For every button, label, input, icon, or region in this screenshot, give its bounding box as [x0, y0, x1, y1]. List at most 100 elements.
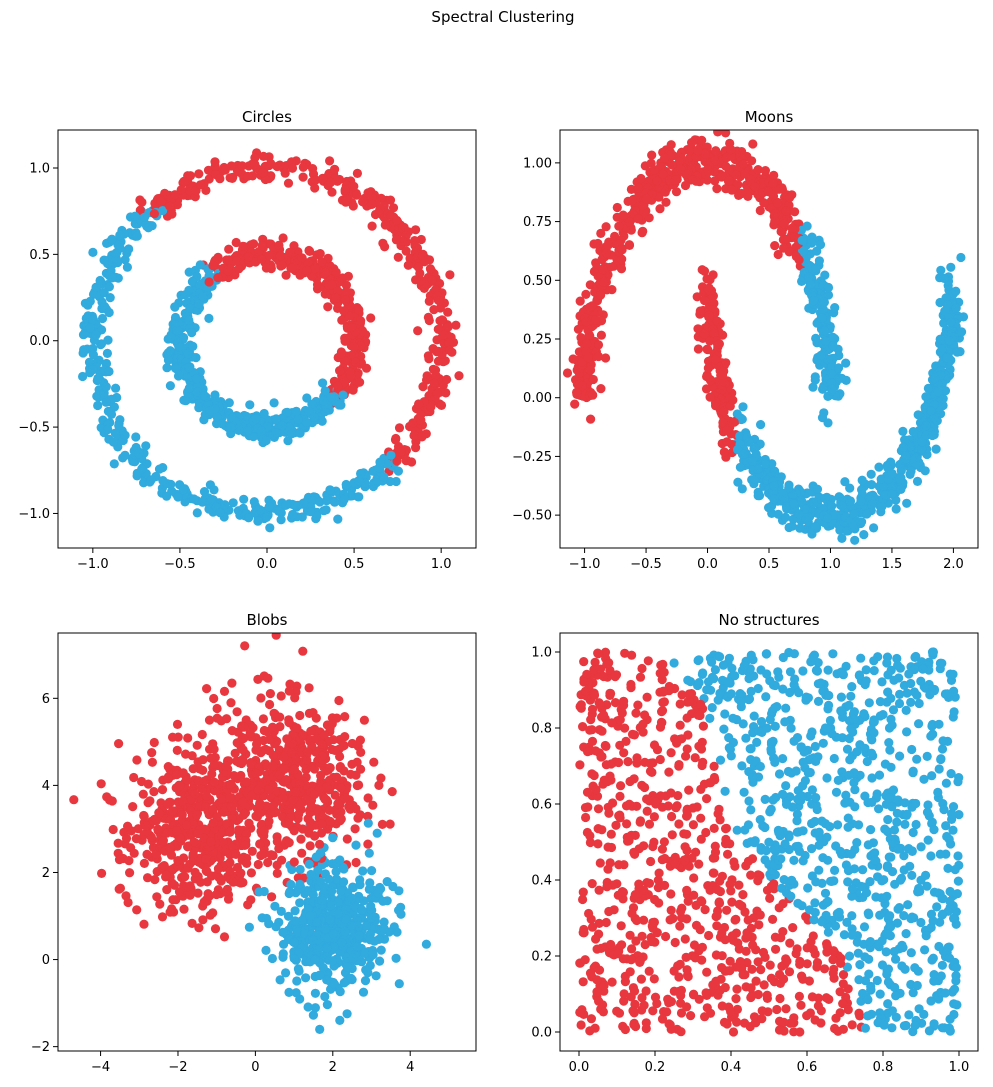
scatter-point-cluster-0 [770, 209, 780, 219]
scatter-point-cluster-0 [284, 838, 294, 848]
scatter-point-cluster-0 [176, 185, 186, 195]
scatter-point-cluster-1 [293, 414, 303, 425]
scatter-point-cluster-1 [104, 366, 114, 377]
scatter-point-cluster-0 [305, 841, 315, 851]
scatter-point-cluster-0 [588, 390, 598, 400]
scatter-point-cluster-1 [862, 509, 872, 519]
scatter-point-cluster-0 [204, 715, 215, 725]
scatter-point-cluster-1 [171, 363, 181, 374]
scatter-point-cluster-1 [97, 313, 108, 324]
scatter-point-cluster-0 [317, 739, 327, 749]
scatter-point-cluster-0 [644, 966, 654, 976]
y-tick-label: 1.0 [29, 162, 50, 177]
scatter-point-cluster-1 [305, 911, 315, 921]
y-tick-label: 4 [42, 779, 50, 794]
scatter-point-cluster-0 [439, 330, 449, 340]
scatter-point-cluster-1 [780, 839, 790, 849]
scatter-point-cluster-1 [85, 323, 95, 333]
scatter-point-cluster-0 [145, 796, 155, 806]
scatter-point-cluster-1 [837, 501, 847, 511]
scatter-point-cluster-0 [447, 347, 457, 357]
scatter-point-cluster-1 [271, 415, 281, 425]
scatter-point-cluster-0 [336, 349, 346, 359]
scatter-point-cluster-0 [250, 159, 260, 170]
scatter-point-cluster-0 [296, 834, 306, 844]
scatter-point-cluster-0 [640, 782, 650, 793]
scatter-point-cluster-0 [259, 826, 269, 836]
scatter-point-cluster-1 [320, 991, 330, 1002]
scatter-point-cluster-1 [174, 342, 184, 352]
scatter-point-cluster-1 [856, 496, 866, 506]
scatter-point-cluster-1 [394, 886, 404, 896]
scatter-point-cluster-1 [382, 877, 392, 887]
scatter-point-cluster-1 [104, 307, 114, 318]
scatter-point-cluster-0 [311, 175, 321, 185]
scatter-point-cluster-0 [190, 789, 200, 799]
scatter-point-cluster-0 [142, 849, 152, 860]
scatter-point-cluster-1 [817, 313, 827, 323]
scatter-point-cluster-0 [225, 827, 235, 837]
scatter-point-cluster-0 [733, 180, 743, 190]
scatter-point-cluster-0 [722, 425, 732, 435]
scatter-point-cluster-0 [649, 165, 660, 175]
scatter-point-cluster-0 [341, 280, 351, 290]
scatter-point-cluster-1 [812, 484, 823, 494]
scatter-point-cluster-0 [149, 787, 159, 797]
scatter-point-cluster-0 [250, 153, 260, 163]
scatter-point-cluster-0 [704, 310, 714, 320]
scatter-point-cluster-1 [88, 364, 98, 375]
scatter-point-cluster-1 [310, 988, 320, 998]
scatter-point-cluster-1 [336, 886, 346, 896]
y-tick-label: 6 [42, 692, 50, 707]
scatter-point-cluster-0 [204, 277, 214, 287]
scatter-point-cluster-0 [591, 315, 601, 325]
scatter-point-cluster-1 [132, 231, 142, 241]
scatter-point-cluster-1 [363, 818, 373, 828]
scatter-point-cluster-0 [710, 354, 721, 365]
scatter-point-cluster-0 [232, 707, 242, 717]
scatter-point-cluster-0 [363, 839, 373, 849]
scatter-point-cluster-0 [385, 819, 395, 829]
scatter-point-cluster-1 [828, 332, 838, 342]
scatter-point-cluster-0 [325, 816, 335, 827]
scatter-point-cluster-0 [702, 370, 712, 380]
scatter-point-cluster-0 [691, 176, 701, 186]
scatter-point-cluster-0 [425, 264, 435, 274]
scatter-point-cluster-1 [762, 669, 772, 679]
scatter-point-cluster-0 [282, 734, 292, 744]
scatter-point-cluster-1 [310, 955, 320, 965]
scatter-point-cluster-1 [315, 876, 325, 887]
scatter-point-cluster-0 [193, 888, 203, 898]
scatter-point-cluster-1 [761, 649, 772, 659]
scatter-point-cluster-1 [391, 953, 401, 963]
x-tick-label: −2 [168, 1060, 187, 1075]
scatter-point-cluster-0 [281, 775, 291, 786]
scatter-point-cluster-1 [264, 919, 274, 929]
scatter-point-cluster-1 [788, 499, 799, 509]
scatter-point-cluster-0 [575, 296, 585, 306]
scatter-point-cluster-1 [769, 481, 779, 491]
scatter-point-cluster-0 [114, 855, 125, 865]
scatter-point-cluster-0 [838, 970, 849, 980]
scatter-point-cluster-1 [732, 825, 742, 835]
scatter-point-cluster-1 [908, 427, 918, 437]
scatter-point-cluster-0 [325, 156, 335, 166]
scatter-point-cluster-0 [596, 228, 606, 238]
scatter-point-cluster-0 [310, 831, 320, 841]
scatter-point-cluster-1 [321, 505, 331, 515]
scatter-point-cluster-0 [387, 787, 397, 797]
scatter-point-cluster-1 [946, 769, 956, 779]
scatter-point-cluster-0 [147, 757, 157, 767]
scatter-point-cluster-1 [93, 373, 103, 383]
scatter-point-cluster-0 [311, 734, 321, 744]
scatter-point-cluster-0 [348, 201, 358, 211]
y-tick-label: 0.5 [29, 248, 50, 263]
scatter-point-cluster-1 [898, 442, 908, 452]
scatter-point-cluster-1 [130, 211, 140, 221]
scatter-point-cluster-1 [956, 252, 966, 263]
scatter-point-cluster-1 [354, 476, 364, 486]
scatter-point-cluster-0 [208, 260, 218, 271]
scatter-point-cluster-1 [809, 295, 819, 306]
scatter-point-cluster-0 [150, 875, 160, 885]
